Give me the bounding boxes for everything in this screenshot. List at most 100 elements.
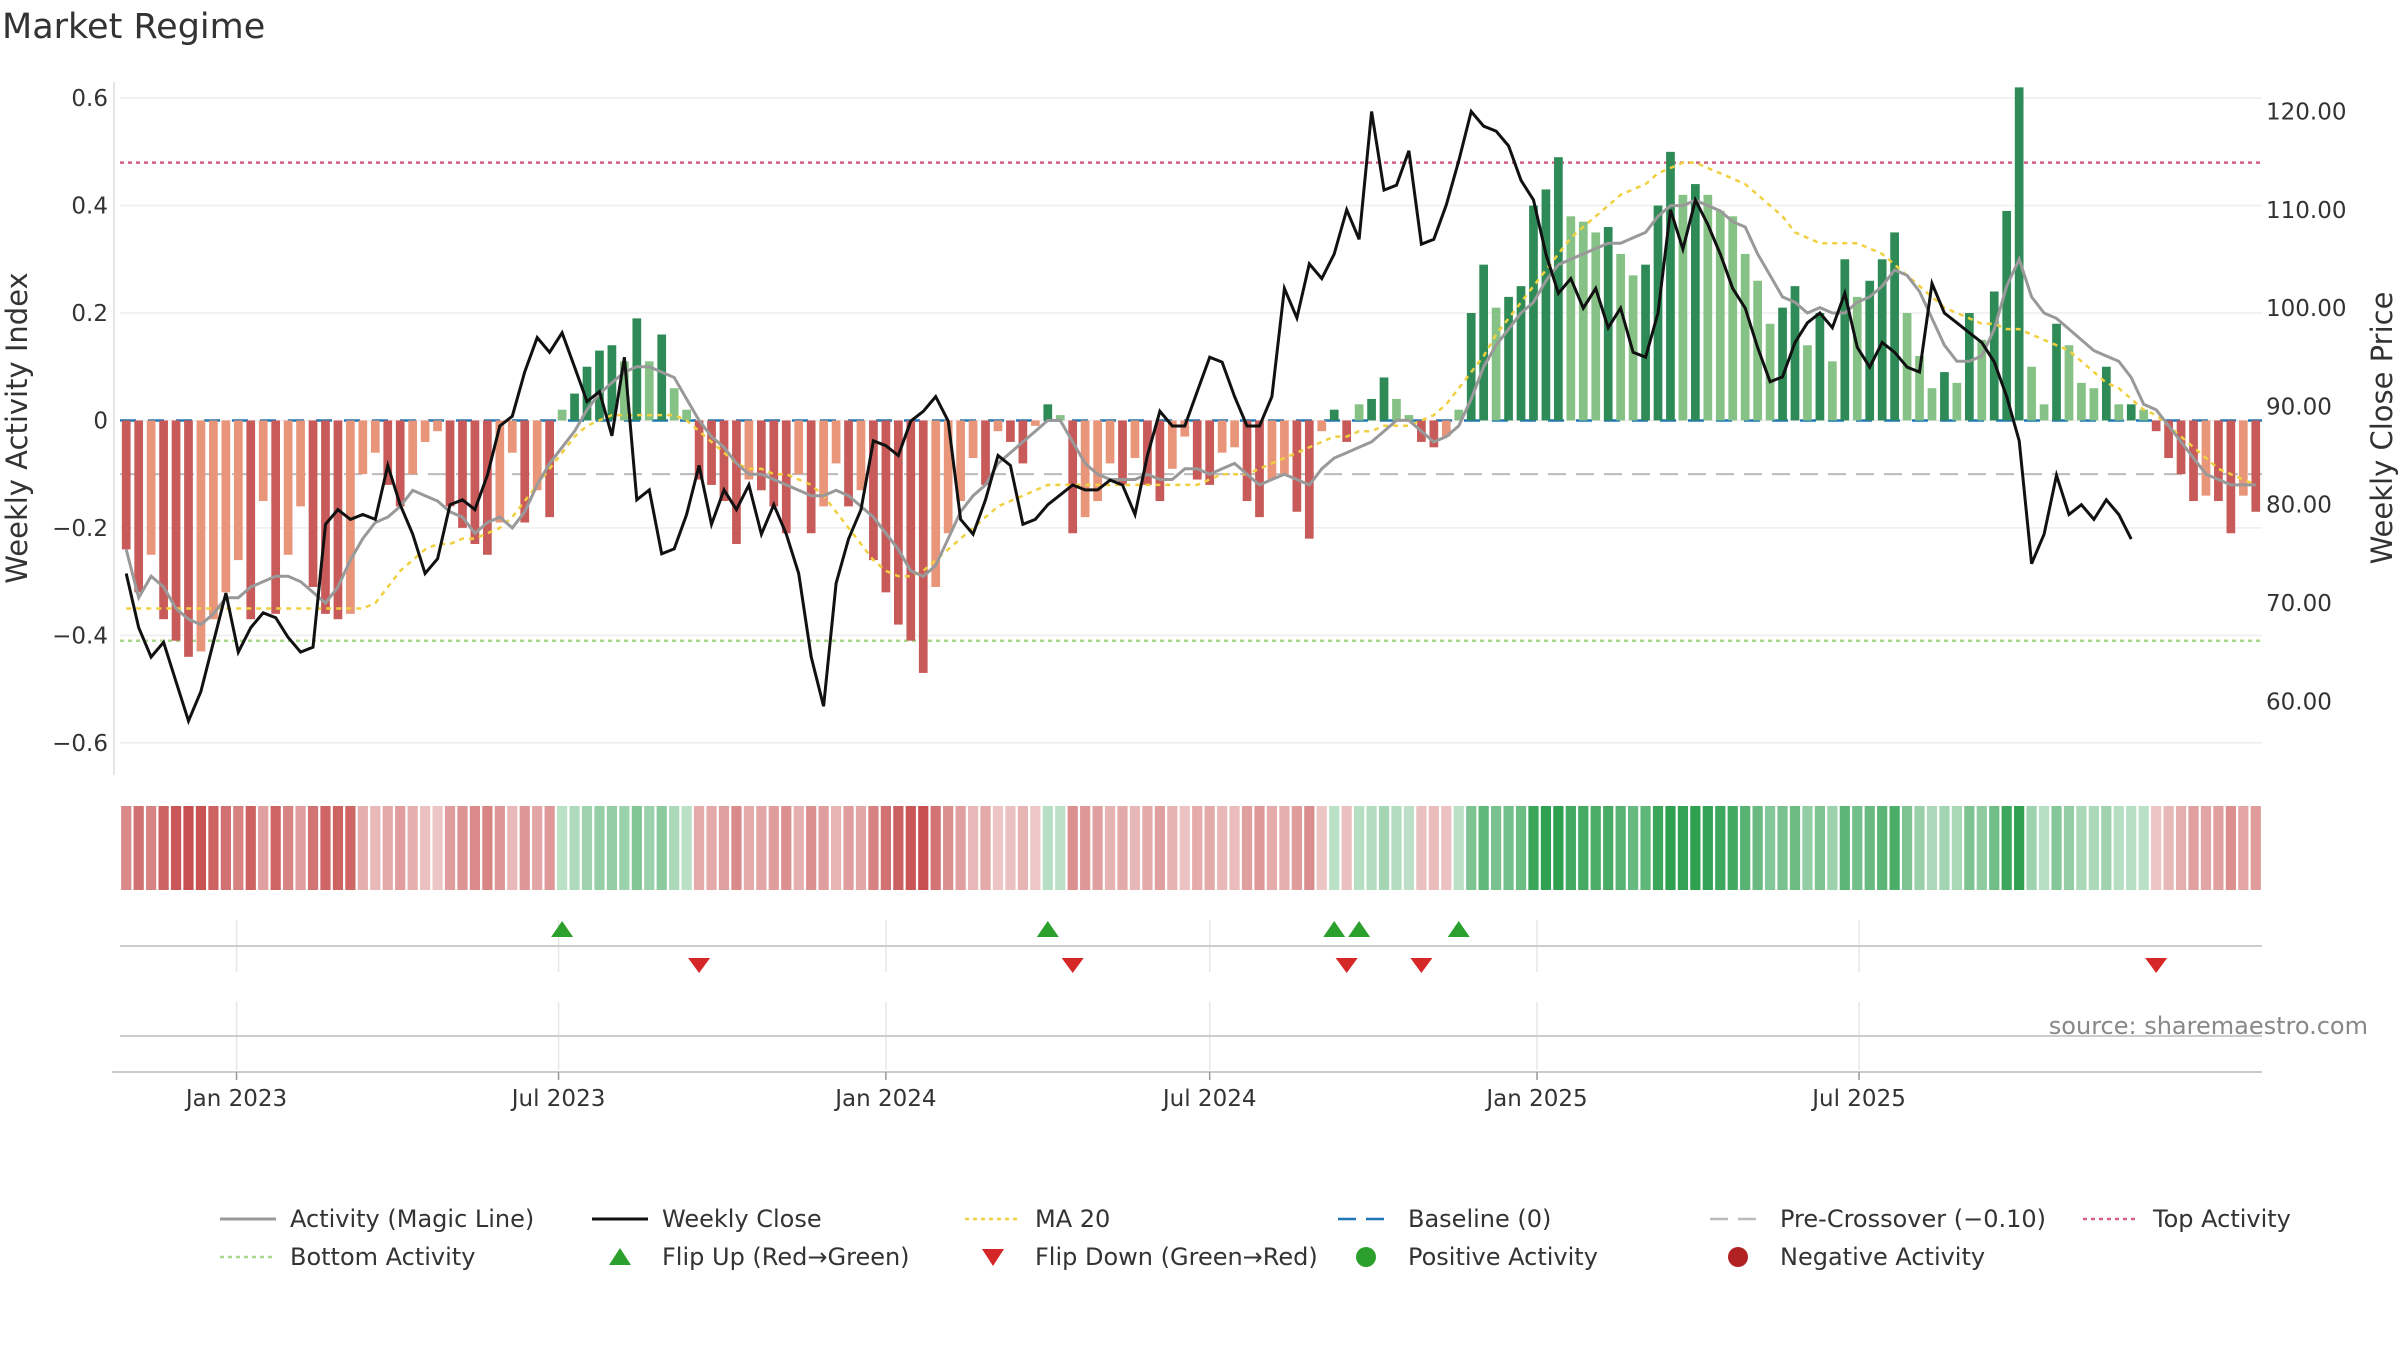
activity-bar <box>943 420 953 534</box>
activity-dot-icon <box>1356 1247 1376 1267</box>
magic-line <box>124 198 2256 627</box>
heat-cell <box>1354 806 1365 890</box>
flip-down-marker <box>1061 958 1084 973</box>
heat-cell <box>2188 806 2199 890</box>
activity-bar <box>1167 420 1177 469</box>
heat-cell <box>1665 806 1676 890</box>
activity-bar <box>570 393 579 421</box>
activity-heat-strip <box>121 806 2261 890</box>
heat-cell <box>1603 806 1614 890</box>
heat-cell <box>1715 806 1726 890</box>
activity-bars <box>121 87 2261 673</box>
activity-bar <box>184 420 193 657</box>
activity-bar <box>595 350 604 421</box>
legend-item: Positive Activity <box>1356 1243 1598 1271</box>
heat-cell <box>208 806 219 890</box>
activity-bar <box>2139 409 2149 421</box>
activity-bar <box>1790 286 1800 421</box>
activity-bar <box>744 420 754 480</box>
activity-bar <box>1055 415 1065 421</box>
heat-cell <box>1491 806 1502 890</box>
activity-bar <box>719 420 729 502</box>
legend-label: MA 20 <box>1035 1205 1110 1233</box>
heat-cell <box>2001 806 2012 890</box>
activity-bar <box>557 409 567 421</box>
activity-bar <box>2251 420 2261 512</box>
heat-cell <box>494 806 505 890</box>
activity-bar <box>956 420 965 502</box>
heat-cell <box>1080 806 1091 890</box>
legend-item: Negative Activity <box>1728 1243 1985 1271</box>
heat-cell <box>420 806 431 890</box>
heat-cell <box>569 806 580 890</box>
chart-title: Market Regime <box>2 7 265 47</box>
activity-bar <box>1666 151 1675 421</box>
heat-cell <box>1764 806 1776 890</box>
heat-cell <box>507 806 518 890</box>
legend: Activity (Magic Line) Weekly Close MA 20 Ba… <box>220 1205 2291 1271</box>
activity-bar <box>918 420 928 673</box>
y-tick-label: 0.2 <box>71 301 108 327</box>
heat-cell <box>2250 806 2261 890</box>
activity-bar <box>308 420 318 587</box>
y-tick-label: 0.6 <box>71 86 108 112</box>
activity-bar <box>1927 388 1937 421</box>
activity-bar <box>2039 404 2049 421</box>
heat-cell <box>1802 806 1813 890</box>
heat-cell <box>320 806 331 890</box>
heat-cell <box>1964 806 1975 890</box>
heat-cell <box>1403 806 1415 890</box>
activity-bar <box>1641 264 1650 421</box>
heat-cell <box>706 806 717 890</box>
activity-bar <box>1255 420 1264 518</box>
activity-bar <box>1616 253 1626 421</box>
activity-bar <box>1491 307 1501 421</box>
heat-cell <box>1690 806 1701 890</box>
activity-bar <box>1317 420 1327 432</box>
heat-cell <box>1615 806 1626 890</box>
activity-bar <box>1441 420 1451 437</box>
activity-bar <box>134 420 144 593</box>
heat-cell <box>2200 806 2212 890</box>
activity-bar <box>520 420 530 523</box>
activity-bar <box>1740 253 1750 421</box>
activity-bar <box>1454 409 1464 421</box>
heat-cell <box>943 806 954 890</box>
legend-item: Baseline (0) <box>1338 1205 1551 1233</box>
activity-bar <box>121 420 131 550</box>
heat-cell <box>195 806 207 890</box>
activity-bar <box>2226 420 2236 534</box>
activity-bar <box>893 420 903 625</box>
heat-cell <box>930 806 941 890</box>
heat-cell <box>1677 806 1689 890</box>
heat-cell <box>2238 806 2249 890</box>
heat-cell <box>1304 806 1315 890</box>
heat-cell <box>1752 806 1763 890</box>
activity-bar <box>483 420 492 555</box>
heat-cell <box>806 806 817 890</box>
activity-bar <box>1392 398 1401 421</box>
activity-bar <box>532 420 542 491</box>
activity-bar <box>383 420 393 485</box>
legend-item: Weekly Close <box>592 1205 822 1233</box>
heat-cell <box>1889 806 1900 890</box>
activity-bar <box>2089 388 2099 421</box>
heat-cell <box>731 806 742 890</box>
heat-cell <box>1316 806 1327 890</box>
activity-bar <box>981 420 990 485</box>
heat-cell <box>432 806 443 890</box>
heat-cell <box>693 806 705 890</box>
y-tick-label: −0.2 <box>52 516 108 542</box>
heat-cell <box>1254 806 1265 890</box>
heat-cell <box>2088 806 2099 890</box>
heat-cell <box>1453 806 1464 890</box>
heat-cell <box>133 806 144 890</box>
y-tick-label: −0.4 <box>52 623 108 649</box>
heat-cell <box>2213 806 2224 890</box>
activity-bar <box>968 420 978 459</box>
activity-dot-icon <box>1728 1247 1748 1267</box>
heat-cell <box>2151 806 2162 890</box>
activity-bar <box>781 420 791 534</box>
activity-bar <box>1765 323 1775 421</box>
reference-lines <box>120 161 2262 642</box>
